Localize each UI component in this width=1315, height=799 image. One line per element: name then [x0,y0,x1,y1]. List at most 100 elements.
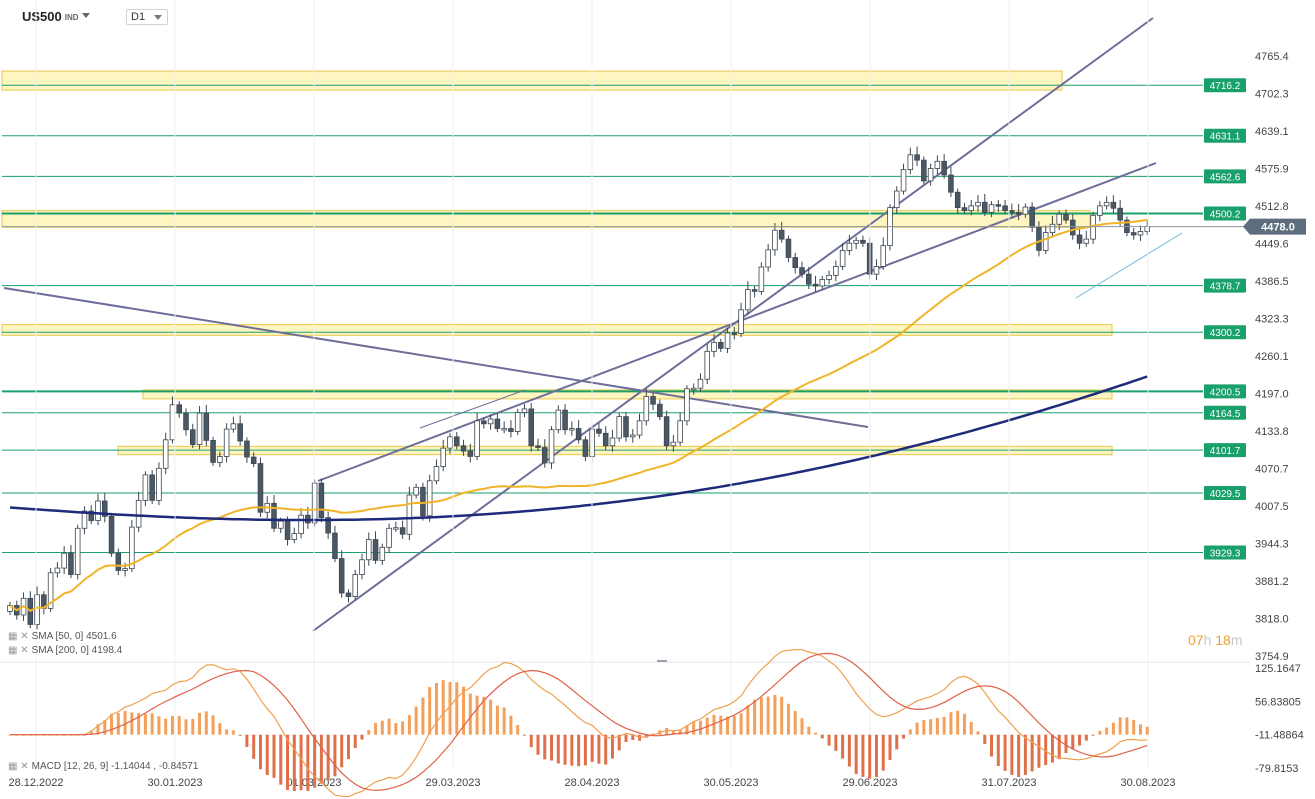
macd-histogram-bar [522,734,526,736]
timeframe-selector[interactable]: D1 [126,9,168,25]
macd-histogram-bar [157,716,161,735]
macd-histogram-bar [1078,734,1082,746]
level-tag [1204,384,1246,399]
macd-histogram-bar [868,734,872,779]
candle [609,437,616,447]
y-tick-label: 4007.5 [1255,501,1289,513]
y-tick-label: 4449.6 [1255,239,1289,251]
macd-histogram-bar [434,683,438,735]
macd-histogram-bar [231,730,235,735]
candle [542,447,548,464]
macd-histogram-bar [1010,734,1014,775]
countdown-h-unit: h [1203,632,1212,648]
macd-histogram-bar [184,719,188,735]
candle [68,552,74,575]
legend-sma50-value: 4501.6 [86,631,117,642]
macd-histogram-bar [881,734,885,771]
macd-histogram-bar [854,734,858,775]
candle [183,412,189,431]
y-tick-label: 3818.0 [1255,614,1289,626]
candle [684,388,690,422]
level-tag [1204,405,1246,420]
candle [277,520,284,529]
candle [941,160,947,176]
remove-icon[interactable]: ▦ ✕ [8,631,29,642]
macd-histogram-bar [739,713,743,735]
candle [189,429,196,445]
macd-histogram-bar [143,714,147,735]
remove-icon[interactable]: ▦ ✕ [8,761,29,772]
x-tick-label: 30.08.2023 [1120,777,1175,789]
macd-histogram-bar [468,693,472,735]
candle [914,154,920,161]
macd-histogram-bar [123,710,127,735]
level-tag-label: 4378.7 [1210,282,1241,293]
macd-histogram-bar [726,716,730,735]
candle [217,456,223,463]
macd-histogram-bar [1105,727,1109,735]
macd-histogram-bar [313,734,317,788]
macd-histogram-bar [895,734,899,750]
candle [982,201,988,213]
macd-histogram-bar [610,734,614,759]
macd-histogram-bar [536,734,540,755]
legend-sma50-label: SMA [50, 0] [31,631,84,642]
macd-histogram-bar [428,687,432,735]
candle [1103,201,1110,207]
candle [751,289,758,292]
candle [569,428,575,431]
candle [731,332,738,335]
macd-histogram-bar [340,734,344,768]
macd-histogram-bar [1023,734,1027,775]
macd-histogram-bar [177,716,181,735]
macd-y-tick: -11.48864 [1255,730,1304,742]
remove-icon[interactable]: ▦ ✕ [8,645,29,656]
trend-line [317,162,1157,482]
candle [697,378,704,389]
x-tick-label: 30.01.2023 [147,777,202,789]
macd-y-tick: 125.1647 [1255,663,1301,675]
macd-histogram-bar [509,715,513,735]
macd-histogram-bar [759,697,763,735]
level-tag-label: 3929.3 [1210,548,1241,559]
candle [223,428,230,457]
candle [230,423,237,430]
candle [934,160,941,169]
macd-histogram-bar [570,734,574,766]
candle [332,532,338,559]
candle [975,201,981,207]
candle [61,552,67,569]
symbol-selector[interactable]: US500 IND [22,9,79,24]
candle [670,441,677,447]
symbol-name: US500 [22,9,62,24]
candle [643,396,650,422]
macd-histogram-bar [1118,717,1122,735]
macd-histogram-bar [814,732,818,735]
candle [1042,232,1049,251]
candle [738,309,744,334]
candle [690,387,697,391]
macd-histogram-bar [604,734,608,765]
candle [1056,213,1063,225]
symbol-dropdown-icon[interactable] [82,13,90,18]
macd-histogram-bar [489,699,493,735]
candle [806,273,812,285]
x-tick-label: 30.05.2023 [703,777,758,789]
chart-toolbar: US500 IND D1 [0,0,1315,34]
macd-histogram-bar [265,734,269,776]
candle [853,239,859,244]
candle [650,396,656,405]
current-price-label: 4478.0 [1261,222,1295,234]
macd-histogram-bar [719,715,723,735]
candle [1070,219,1076,236]
macd-histogram-bar [245,734,249,747]
candle [1130,232,1137,236]
macd-histogram-bar [387,718,391,735]
candle [7,605,13,612]
macd-histogram-bar [956,710,960,735]
candle [318,482,325,518]
candle [582,439,589,457]
candle [210,440,216,463]
level-tag-label: 4200.5 [1210,387,1241,398]
